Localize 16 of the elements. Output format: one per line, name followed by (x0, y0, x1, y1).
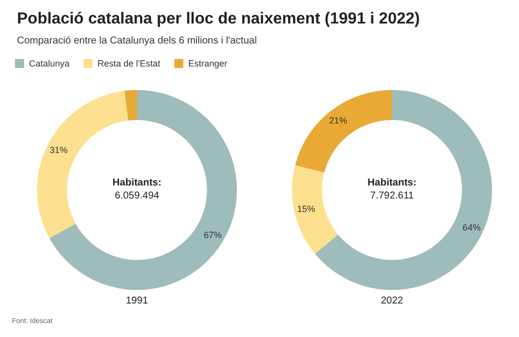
text: Habitants: (368, 178, 416, 188)
chart-title: Població catalana per lloc de naixement (1991 i 2022) (17, 10, 420, 28)
data-label: 67% (204, 230, 222, 240)
text: 7.792.611 (370, 190, 414, 202)
data-label: 64% (462, 222, 481, 232)
text: Habitants: (112, 178, 162, 188)
legend-label: Resta de l'Estat (98, 58, 161, 68)
legend-label: Estranger (188, 58, 228, 68)
slice-label: 2022 (380, 296, 404, 306)
text: 6.059.494 (114, 190, 160, 202)
legend-label: Catalunya (29, 58, 70, 68)
data-label: 15% (297, 204, 316, 214)
chart-subtitle: Comparació entre la Catalunya dels 6 milions i l'actual (17, 36, 257, 46)
data-label: 21% (329, 115, 348, 126)
data-label: 31% (50, 145, 68, 156)
slice-label: 1991 (126, 296, 149, 306)
